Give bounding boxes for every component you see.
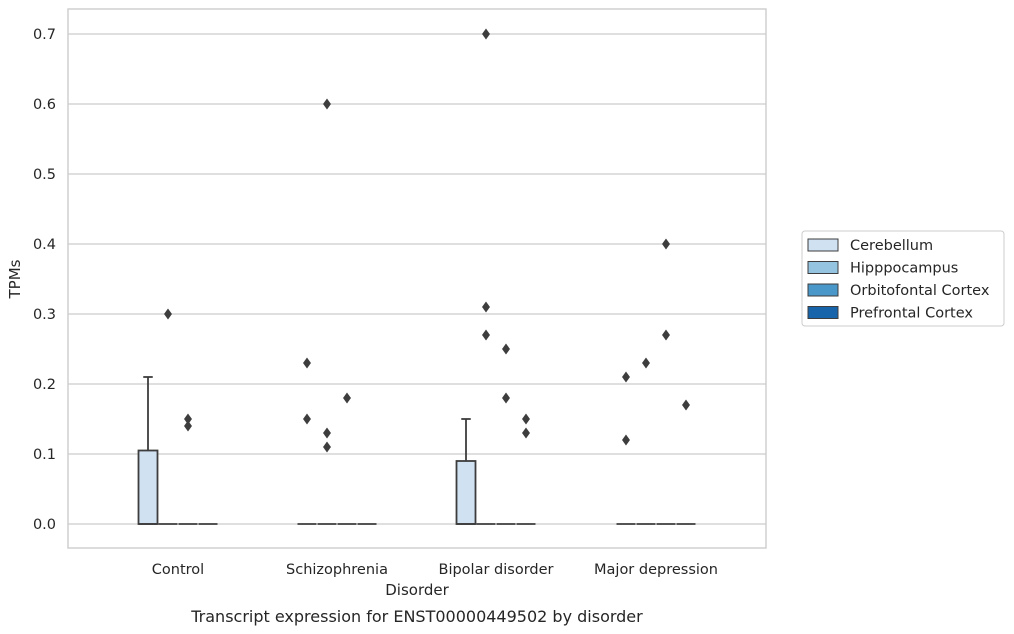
y-axis-title: TPMs bbox=[6, 259, 24, 299]
y-tick-label: 0.6 bbox=[33, 97, 56, 113]
x-tick-label: Schizophrenia bbox=[286, 562, 388, 578]
legend-entries: Cerebellum Hipppocampus Orbitofontal Corte… bbox=[807, 238, 990, 322]
legend-label: Cerebellum bbox=[850, 238, 933, 254]
outlier-point bbox=[522, 413, 530, 425]
y-tick-label: 0.5 bbox=[33, 167, 56, 183]
outlier-point bbox=[502, 392, 510, 404]
legend-swatch bbox=[807, 283, 839, 297]
y-tick-label: 0.7 bbox=[33, 27, 56, 43]
y-axis-ticks: 0.0 0.1 0.2 0.3 0.4 0.5 0.6 0.7 bbox=[33, 27, 56, 533]
outlier-point bbox=[682, 399, 690, 411]
legend-swatch bbox=[807, 306, 839, 319]
legend: Cerebellum Hipppocampus Orbitofontal Corte… bbox=[801, 230, 1005, 327]
y-tick-label: 0.1 bbox=[33, 447, 56, 463]
y-tick-label: 0.2 bbox=[33, 377, 56, 393]
x-tick-label: Bipolar disorder bbox=[439, 562, 554, 578]
outlier-point bbox=[482, 329, 490, 341]
outlier-point bbox=[642, 357, 650, 369]
plot-frame bbox=[67, 8, 767, 549]
outlier-point bbox=[303, 357, 311, 369]
y-tick-label: 0.4 bbox=[33, 237, 56, 253]
outlier-point bbox=[622, 371, 630, 383]
legend-swatch bbox=[807, 261, 839, 274]
box-group bbox=[455, 418, 477, 525]
legend-frame bbox=[801, 230, 1005, 327]
box bbox=[455, 460, 477, 525]
outlier-point bbox=[622, 434, 630, 446]
x-tick-label: Major depression bbox=[594, 562, 718, 578]
boxes-layer bbox=[137, 376, 696, 525]
outlier-point bbox=[164, 308, 172, 320]
outlier-point bbox=[323, 441, 331, 453]
outlier-point bbox=[482, 28, 490, 40]
outlier-point bbox=[662, 329, 670, 341]
outlier-point bbox=[323, 427, 331, 439]
figure-caption: Transcript expression for ENST0000044950… bbox=[190, 607, 643, 626]
outlier-point bbox=[343, 392, 351, 404]
outlier-point bbox=[323, 98, 331, 110]
x-axis-ticks: Control Schizophrenia Bipolar disorder Majo… bbox=[152, 562, 718, 578]
outlier-point bbox=[482, 301, 490, 313]
box-group bbox=[137, 376, 159, 525]
outlier-point bbox=[662, 238, 670, 250]
x-tick-label: Control bbox=[152, 562, 204, 578]
legend-swatch bbox=[807, 238, 839, 252]
x-axis-title: Disorder bbox=[385, 581, 449, 599]
outliers-layer bbox=[164, 28, 690, 453]
legend-label: Prefrontal Cortex bbox=[850, 306, 973, 322]
legend-label: Hipppocampus bbox=[850, 261, 958, 277]
y-tick-label: 0.3 bbox=[33, 307, 56, 323]
outlier-point bbox=[502, 343, 510, 355]
y-tick-label: 0.0 bbox=[33, 517, 56, 533]
outlier-point bbox=[303, 413, 311, 425]
legend-label: Orbitofontal Cortex bbox=[850, 283, 990, 299]
outlier-point bbox=[184, 420, 192, 432]
box bbox=[137, 449, 159, 525]
outlier-point bbox=[522, 427, 530, 439]
